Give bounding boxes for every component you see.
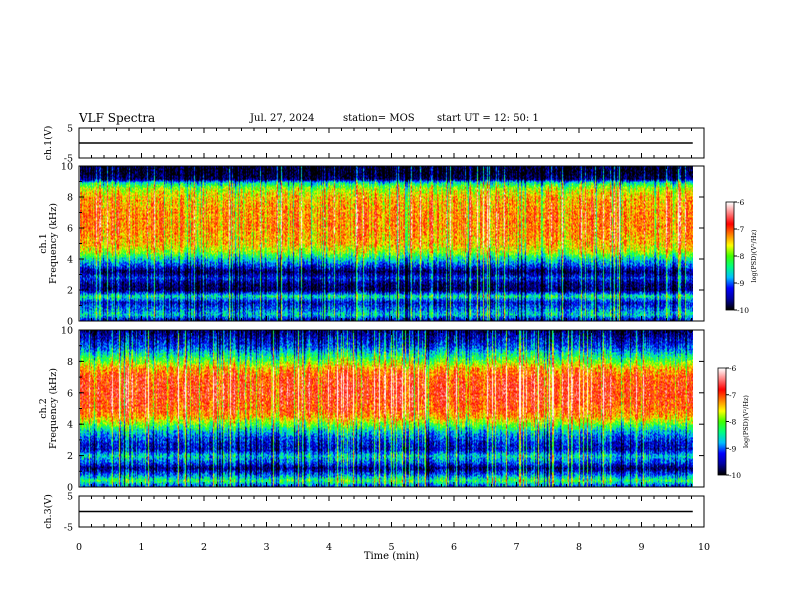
ch1-spectrogram-colorbar-tick-label: -7 [737, 225, 745, 234]
ch2-spectrogram-colorbar-tick-label: -9 [729, 444, 737, 453]
xtick-label: 8 [576, 542, 582, 553]
ch1-spectrogram-y-axis-label: ch.1 [38, 233, 49, 254]
ch1-spectrogram-ytick-label: 6 [67, 224, 73, 235]
ch1-spectrogram-image [80, 166, 693, 321]
start-time-label: start UT = 12: 50: 1 [437, 113, 539, 124]
ch3-ytick-label: -5 [64, 523, 73, 534]
ch1-spectrogram-y-axis-label: Frequency (kHz) [48, 203, 59, 284]
x-axis-label: Time (min) [364, 551, 419, 562]
ch1-ytick-label: -5 [64, 154, 73, 165]
ch2-spectrogram-ytick-label: 2 [67, 451, 73, 462]
ch2-spectrogram-colorbar-tick-label: -10 [729, 471, 741, 480]
ch1-spectrogram-colorbar [726, 202, 734, 310]
ch2-spectrogram-ytick-label: 10 [61, 326, 73, 337]
ch2-spectrogram-y-axis-label: Frequency (kHz) [48, 368, 59, 449]
xtick-label: 4 [326, 542, 332, 553]
xtick-label: 5 [388, 542, 394, 553]
chart-title: VLF Spectra [79, 111, 156, 125]
xtick-label: 9 [638, 542, 644, 553]
ch3-ytick-label: 5 [67, 492, 73, 503]
ch1-spectrogram-colorbar-tick-label: -6 [737, 198, 745, 207]
ch1-spectrogram-ytick-label: 0 [67, 317, 73, 328]
ch1-spectrogram-colorbar-label: log(PSD)(V²/Hz) [750, 229, 758, 282]
ch2-spectrogram-colorbar-tick-label: -7 [729, 391, 737, 400]
ch3-y-axis-label: ch.3(V) [43, 494, 54, 529]
ch2-spectrogram-ytick-label: 4 [67, 420, 73, 431]
ch1-spectrogram-ytick-label: 10 [61, 162, 73, 173]
date-label: Jul. 27, 2024 [250, 113, 315, 124]
xtick-label: 6 [451, 542, 457, 553]
xtick-label: 1 [138, 542, 144, 553]
ch1-spectrogram-colorbar-tick-label: -10 [737, 306, 749, 315]
ch2-spectrogram-colorbar-tick-label: -8 [729, 418, 737, 427]
xtick-label: 10 [698, 542, 710, 553]
xtick-label: 2 [201, 542, 207, 553]
ch2-spectrogram-image [80, 330, 693, 487]
ch1-spectrogram-ytick-label: 2 [67, 286, 73, 297]
ch1-y-axis-label: ch.1(V) [43, 126, 54, 161]
ch1-spectrogram-colorbar-tick-label: -8 [737, 252, 745, 261]
ch2-spectrogram-y-axis-label: ch.2 [38, 398, 49, 419]
ch1-spectrogram-colorbar-tick-label: -9 [737, 279, 745, 288]
ch2-spectrogram-ytick-label: 6 [67, 388, 73, 399]
ch1-spectrogram-ytick-label: 8 [67, 193, 73, 204]
xtick-label: 3 [263, 542, 269, 553]
ch1-ytick-label: 5 [67, 124, 73, 135]
ch2-spectrogram-colorbar-tick-label: -6 [729, 364, 737, 373]
ch1-spectrogram-ytick-label: 4 [67, 255, 73, 266]
ch2-spectrogram-ytick-label: 8 [67, 357, 73, 368]
xtick-label: 0 [76, 542, 82, 553]
ch2-spectrogram-ytick-label: 0 [67, 483, 73, 494]
ch2-spectrogram-colorbar-label: log(PSD)(V²/Hz) [742, 395, 750, 448]
station-label: station= MOS [343, 113, 415, 124]
xtick-label: 7 [513, 542, 519, 553]
ch2-spectrogram-colorbar [718, 368, 726, 475]
